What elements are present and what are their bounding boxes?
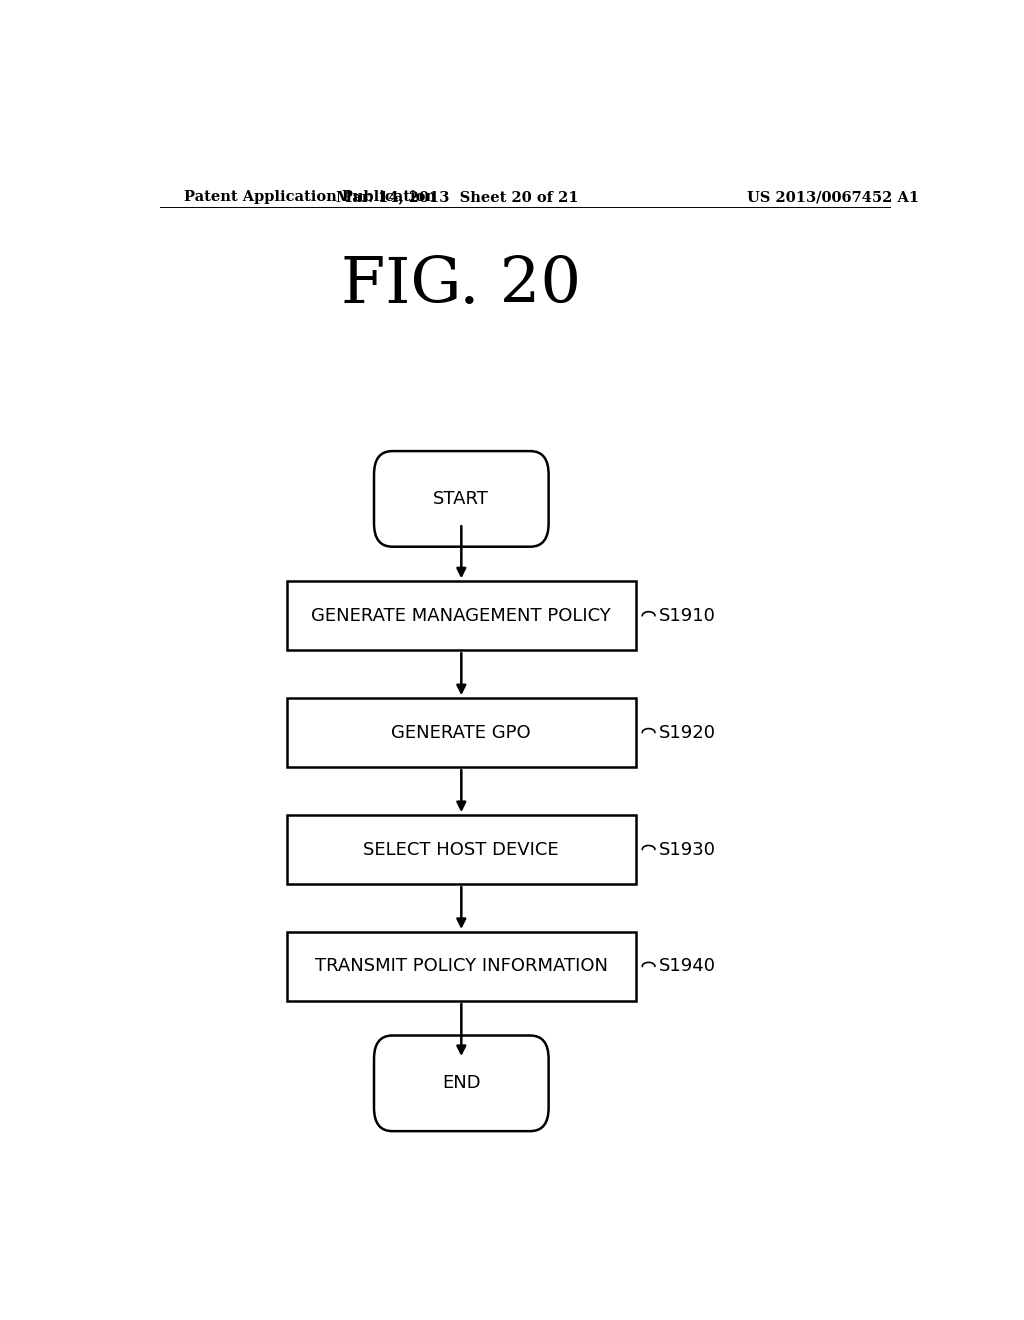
FancyBboxPatch shape — [374, 1035, 549, 1131]
Text: SELECT HOST DEVICE: SELECT HOST DEVICE — [364, 841, 559, 858]
Text: TRANSMIT POLICY INFORMATION: TRANSMIT POLICY INFORMATION — [314, 957, 608, 975]
Text: Mar. 14, 2013  Sheet 20 of 21: Mar. 14, 2013 Sheet 20 of 21 — [336, 190, 579, 205]
Text: S1920: S1920 — [658, 723, 716, 742]
Text: S1940: S1940 — [658, 957, 716, 975]
Text: GENERATE GPO: GENERATE GPO — [391, 723, 531, 742]
Text: US 2013/0067452 A1: US 2013/0067452 A1 — [748, 190, 920, 205]
Text: Patent Application Publication: Patent Application Publication — [183, 190, 435, 205]
FancyBboxPatch shape — [374, 451, 549, 546]
Text: START: START — [433, 490, 489, 508]
Text: GENERATE MANAGEMENT POLICY: GENERATE MANAGEMENT POLICY — [311, 607, 611, 624]
Text: S1910: S1910 — [658, 607, 716, 624]
Bar — [287, 932, 636, 1001]
Text: S1930: S1930 — [658, 841, 716, 858]
Text: END: END — [442, 1074, 480, 1093]
Bar — [287, 581, 636, 651]
Text: FIG. 20: FIG. 20 — [341, 255, 582, 315]
Bar — [287, 698, 636, 767]
Bar — [287, 814, 636, 884]
